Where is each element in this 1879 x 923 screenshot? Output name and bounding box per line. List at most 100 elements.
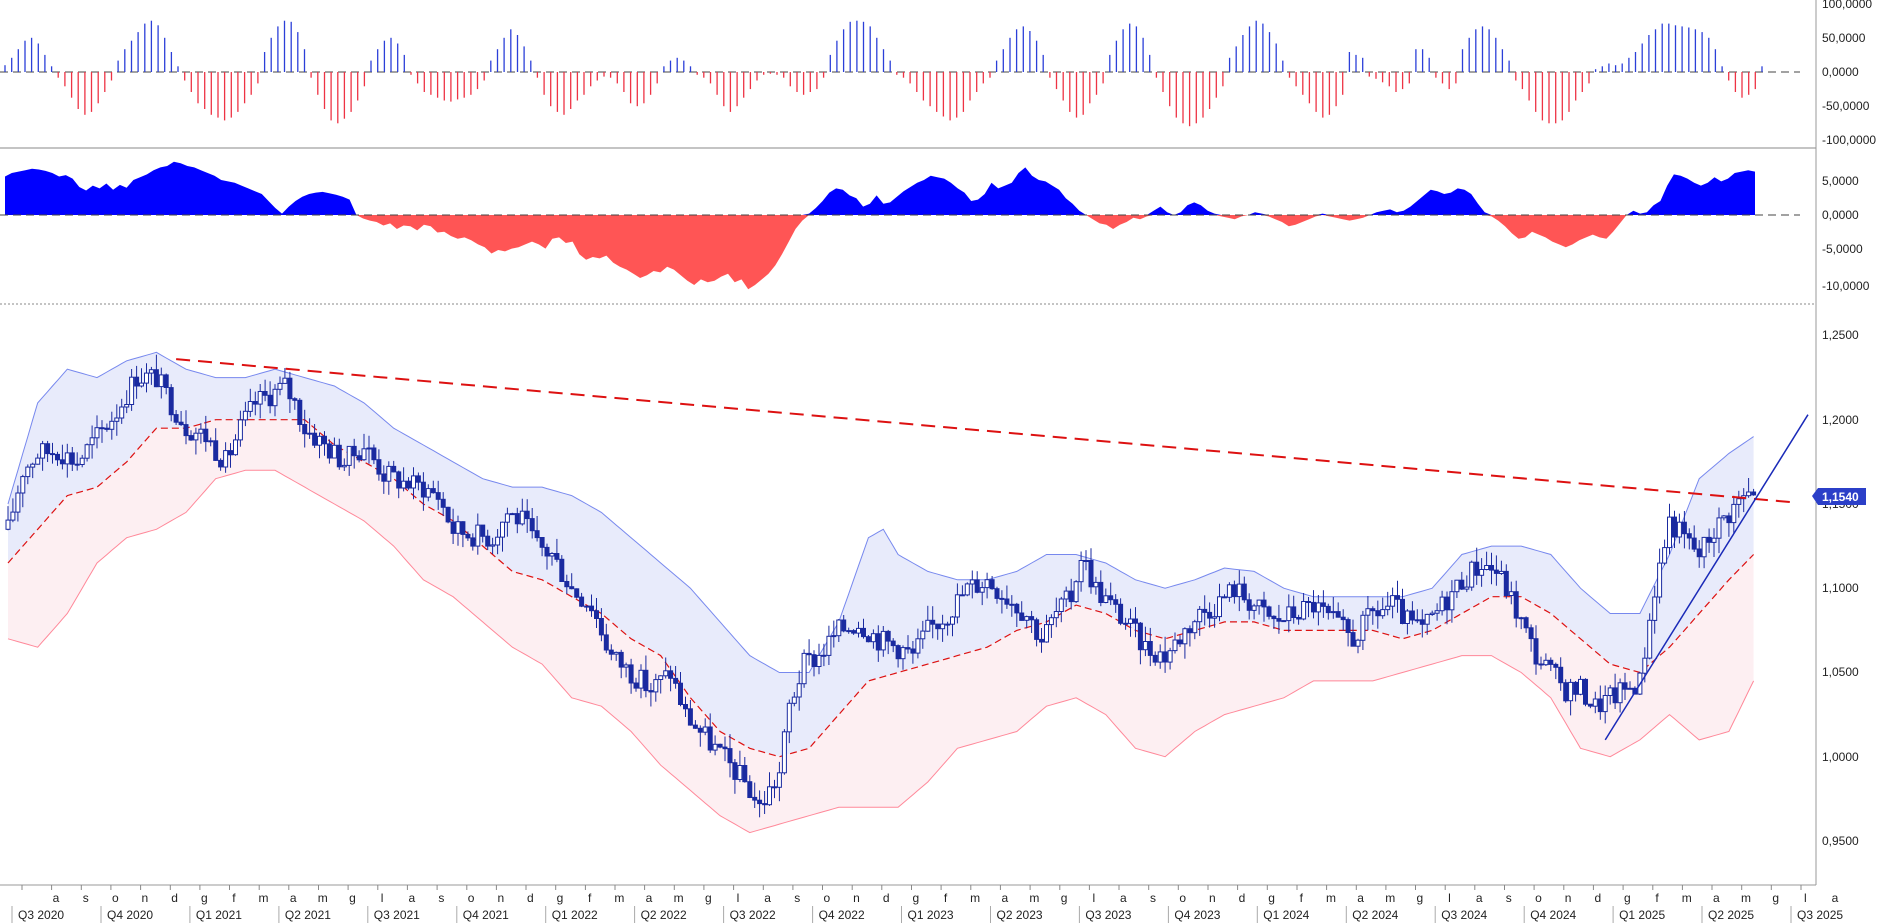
candle-body (104, 427, 110, 430)
candle-body (875, 633, 881, 651)
band-fill-lower (8, 419, 1754, 833)
candle-body (1103, 595, 1109, 603)
candle-body (341, 464, 347, 468)
candle-body (114, 417, 120, 422)
y-tick-label: -50,0000 (1822, 99, 1870, 113)
x-month-label: a (1001, 891, 1008, 905)
candle-body (257, 391, 263, 405)
candle-body (1202, 608, 1208, 613)
oscillator-positive-area (5, 161, 1755, 215)
x-month-label: f (1300, 891, 1304, 905)
candle-body (1459, 579, 1465, 590)
x-month-label: m (674, 891, 684, 905)
candle-body (351, 445, 357, 457)
candle-body (1345, 619, 1351, 633)
candle-body (74, 463, 80, 466)
candle-body (707, 726, 713, 751)
candle-body (722, 746, 728, 750)
candle-body (940, 623, 946, 630)
candle-body (1246, 599, 1252, 611)
candle-body (653, 679, 659, 693)
x-month-label: d (1239, 891, 1246, 905)
candle-body (5, 519, 11, 530)
candle-body (1503, 570, 1509, 597)
candle-body (425, 488, 431, 498)
x-month-label: a (408, 891, 415, 905)
histogram-panel: 100,0000 0,0000 50,0000 -50,0000 -100,00… (0, 0, 1876, 147)
candle-body (178, 421, 184, 426)
candle-body (1479, 569, 1485, 576)
y-tick-label: 100,0000 (1822, 0, 1872, 11)
candle-body (252, 401, 258, 405)
candle-body (969, 579, 975, 585)
candle-body (1667, 516, 1672, 549)
candle-body (994, 588, 1000, 599)
candle-body (910, 648, 916, 654)
candle-body (148, 369, 154, 374)
candle-body (554, 553, 560, 560)
candle-body (1034, 619, 1040, 640)
candle-body (1751, 491, 1757, 496)
candle-body (1528, 627, 1534, 640)
candle-body (816, 654, 822, 668)
candle-body (885, 630, 891, 642)
candle-body (1291, 606, 1297, 619)
x-month-label: l (1448, 891, 1451, 905)
candle-body (856, 627, 861, 634)
candle-body (1583, 678, 1588, 705)
candle-body (15, 492, 21, 513)
candle-body (1587, 703, 1593, 707)
candle-body (1558, 666, 1564, 684)
last-price-tag-background (1812, 488, 1866, 505)
candle-body (233, 439, 238, 456)
last-price-label: 1,1540 (1822, 490, 1859, 504)
resistance-line[interactable] (176, 358, 1794, 504)
candle-body (1306, 601, 1311, 603)
candle-body (64, 452, 70, 465)
candle-body (529, 518, 535, 532)
candle-body (153, 369, 159, 388)
x-month-label: o (824, 891, 831, 905)
x-month-label: m (614, 891, 624, 905)
x-month-label: d (171, 891, 178, 905)
candle-body (702, 726, 708, 733)
x-quarter-label: Q4 2021 (463, 908, 509, 922)
x-month-label: m (970, 891, 980, 905)
candle-body (69, 452, 75, 465)
candle-body (964, 583, 970, 596)
x-month-label: l (381, 891, 384, 905)
x-quarter-label: Q3 2023 (1085, 908, 1131, 922)
candle-body (519, 510, 525, 525)
candle-body (1256, 599, 1262, 607)
candle-body (302, 424, 308, 435)
candle-body (411, 475, 416, 489)
candle-body (277, 382, 283, 390)
trend-line[interactable] (1604, 414, 1809, 741)
last-price-tag: 1,1540 (1812, 488, 1866, 505)
candle-body (30, 463, 36, 468)
candle-body (870, 633, 876, 643)
candle-body (1187, 628, 1193, 634)
x-month-label: l (1804, 891, 1807, 905)
candle-body (633, 682, 639, 689)
candle-body (1686, 533, 1692, 539)
candle-body (1009, 603, 1015, 606)
x-quarter-label: Q3 2024 (1441, 908, 1487, 922)
candle-body (198, 428, 204, 434)
candle-body (786, 702, 792, 733)
x-tick-marks (21, 885, 1802, 890)
candle-body (1493, 569, 1499, 574)
candle-body (841, 619, 847, 632)
x-quarter-label: Q1 2022 (552, 908, 598, 922)
candle-body (1360, 614, 1366, 641)
x-quarter-label: Q4 2023 (1174, 908, 1220, 922)
candle-body (213, 440, 219, 461)
candle-body (188, 435, 194, 441)
candle-body (1652, 596, 1658, 621)
candle-body (386, 465, 392, 482)
candle-body (1434, 610, 1440, 614)
candle-body (490, 544, 496, 547)
y-tick-label: -5,0000 (1822, 242, 1863, 256)
candle-body (618, 651, 624, 668)
x-quarter-label: Q1 2024 (1263, 908, 1309, 922)
